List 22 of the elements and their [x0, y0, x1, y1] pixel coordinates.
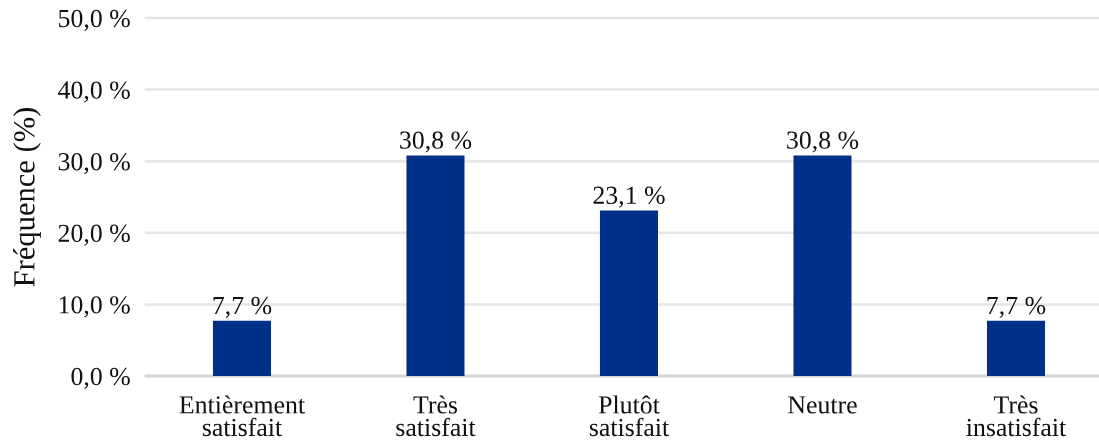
x-tick-label: Plutôt satisfait: [589, 395, 670, 437]
bar: [793, 155, 852, 376]
x-tick-label: Entièrement satisfait: [179, 395, 305, 437]
x-tick-label: Très satisfait: [396, 395, 476, 437]
y-tick-label: 10,0 %: [59, 296, 130, 318]
data-label: 23,1 %: [593, 186, 665, 208]
bar: [406, 155, 465, 376]
y-tick-label: 0,0 %: [71, 367, 130, 389]
bar: [212, 320, 271, 376]
y-axis-title: Fréquence (%): [13, 108, 41, 287]
y-tick-label: 40,0 %: [58, 81, 130, 103]
data-label: 7,7 %: [987, 296, 1046, 318]
x-tick-label: Très insatisfait: [966, 395, 1067, 437]
x-tick-label: Neutre: [788, 396, 857, 414]
y-tick-label: 30,0 %: [58, 152, 130, 175]
data-label: 7,7 %: [213, 296, 272, 318]
data-label: 30,8 %: [400, 131, 472, 153]
data-label: 30,8 %: [787, 131, 859, 153]
y-tick-label: 50,0 %: [59, 9, 130, 31]
bar: [986, 320, 1046, 376]
bar: [599, 210, 659, 376]
y-tick-label: 20,0 %: [58, 224, 130, 246]
